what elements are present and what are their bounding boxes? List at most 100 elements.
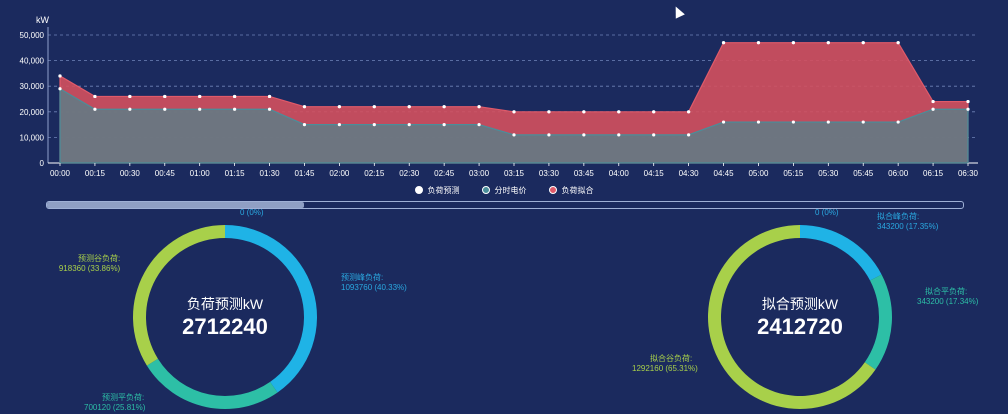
legend-label-load-forecast: 负荷预测	[427, 185, 460, 195]
x-tick-label: 00:00	[50, 169, 71, 178]
data-point	[896, 41, 900, 45]
x-tick-label: 05:00	[748, 169, 769, 178]
data-point	[756, 41, 761, 45]
data-point	[407, 105, 411, 109]
left-zero-label: 0 (0%)	[240, 208, 264, 217]
data-point	[652, 110, 656, 114]
donut-slice	[800, 225, 882, 281]
data-point	[721, 120, 726, 124]
data-point	[233, 107, 237, 111]
x-tick-label: 04:45	[714, 169, 735, 178]
data-point	[896, 120, 900, 124]
x-tick-label: 03:15	[504, 169, 525, 178]
fit-forecast-donut	[708, 225, 892, 409]
data-point	[756, 120, 761, 124]
data-point	[547, 133, 551, 137]
donut-slice	[133, 225, 225, 366]
x-tick-label: 01:30	[260, 169, 281, 178]
x-tick-label: 03:00	[469, 169, 490, 178]
data-point	[687, 133, 691, 137]
y-tick-label: 50,000	[20, 31, 45, 40]
data-point	[93, 107, 97, 111]
y-axis-unit: kW	[36, 15, 50, 25]
data-point	[233, 94, 237, 99]
legend-item-tou-price[interactable]: 分时电价	[481, 184, 527, 196]
area-chart: kW 0 10,000 20,000 30,000 40,000 50,000 00:00 00…	[20, 15, 979, 178]
left-valley-label: 预测谷负荷: 918360 (33.86%)	[58, 254, 121, 273]
data-point	[198, 94, 202, 99]
x-tick-label: 02:15	[364, 169, 385, 178]
legend-item-load-fit[interactable]: 负荷拟合	[548, 184, 594, 196]
right-flat-label: 拟合平负荷: 343200 (17.34%)	[917, 287, 979, 306]
data-point	[163, 94, 167, 99]
data-point	[826, 120, 830, 124]
data-point	[337, 123, 341, 127]
chart-legend: 负荷预测 分时电价 负荷拟合	[0, 184, 1008, 196]
y-tick-label: 10,000	[20, 133, 45, 142]
x-tick-label: 04:30	[679, 169, 700, 178]
data-point	[652, 133, 656, 137]
x-tick-label: 00:15	[85, 169, 106, 178]
data-point	[721, 41, 726, 45]
x-tick-label: 02:30	[399, 169, 420, 178]
x-tick-label: 05:45	[853, 169, 874, 178]
data-point	[302, 123, 307, 127]
data-point	[791, 41, 795, 45]
legend-label-tou-price: 分时电价	[494, 185, 527, 195]
data-point	[58, 87, 62, 91]
data-point	[861, 120, 865, 124]
data-point	[267, 107, 272, 111]
x-tick-label: 06:00	[888, 169, 909, 178]
data-point	[617, 133, 621, 137]
x-tick-label: 05:30	[818, 169, 839, 178]
x-tick-label: 05:15	[783, 169, 804, 178]
data-point	[931, 107, 935, 111]
data-point	[826, 41, 830, 45]
data-point	[58, 74, 62, 78]
legend-dot-tou-price-icon	[481, 186, 490, 194]
data-point	[128, 94, 132, 99]
donut-slice	[225, 225, 318, 393]
data-point	[582, 133, 586, 137]
data-point	[372, 123, 376, 127]
data-point	[302, 105, 307, 109]
x-tick-label: 00:30	[120, 169, 141, 178]
x-tick-label: 06:15	[923, 169, 944, 178]
fit-forecast-title: 拟合预测kW	[761, 296, 839, 312]
data-point	[337, 105, 341, 109]
data-point	[966, 99, 970, 104]
data-point	[547, 110, 551, 114]
x-tick-label: 01:15	[225, 169, 246, 178]
load-forecast-total: 2712240	[182, 314, 268, 339]
left-peak-label: 预测峰负荷: 1093760 (40.33%)	[341, 273, 407, 292]
data-point	[512, 110, 516, 114]
left-flat-label: 预测平负荷: 700120 (25.81%)	[84, 393, 146, 412]
x-tick-label: 00:45	[155, 169, 176, 178]
right-valley-label: 拟合谷负荷: 1292160 (65.31%)	[632, 354, 698, 373]
legend-item-load-forecast[interactable]: 负荷预测	[414, 184, 460, 196]
fit-forecast-total: 2412720	[757, 314, 843, 339]
right-zero-label: 0 (0%)	[815, 208, 839, 217]
data-zoom-handle[interactable]	[47, 202, 304, 208]
data-point	[198, 107, 202, 111]
y-tick-label: 0	[40, 159, 45, 168]
data-point	[687, 110, 691, 114]
data-point	[267, 94, 272, 99]
legend-label-load-fit: 负荷拟合	[561, 185, 594, 195]
right-peak-label: 拟合峰负荷: 343200 (17.35%)	[877, 212, 939, 231]
x-tick-label: 01:00	[190, 169, 211, 178]
data-zoom-slider[interactable]	[46, 201, 964, 209]
data-point	[407, 123, 411, 127]
y-tick-label: 40,000	[20, 57, 45, 66]
legend-dot-load-forecast-icon	[414, 186, 423, 194]
data-point	[442, 123, 446, 127]
y-tick-label: 30,000	[20, 82, 45, 91]
data-point	[791, 120, 795, 124]
load-forecast-title: 负荷预测kW	[186, 296, 264, 312]
data-point	[163, 107, 167, 111]
data-point	[372, 105, 376, 109]
x-tick-label: 03:30	[539, 169, 560, 178]
data-point	[477, 123, 481, 127]
load-forecast-donut	[133, 225, 318, 409]
data-point	[93, 94, 97, 99]
